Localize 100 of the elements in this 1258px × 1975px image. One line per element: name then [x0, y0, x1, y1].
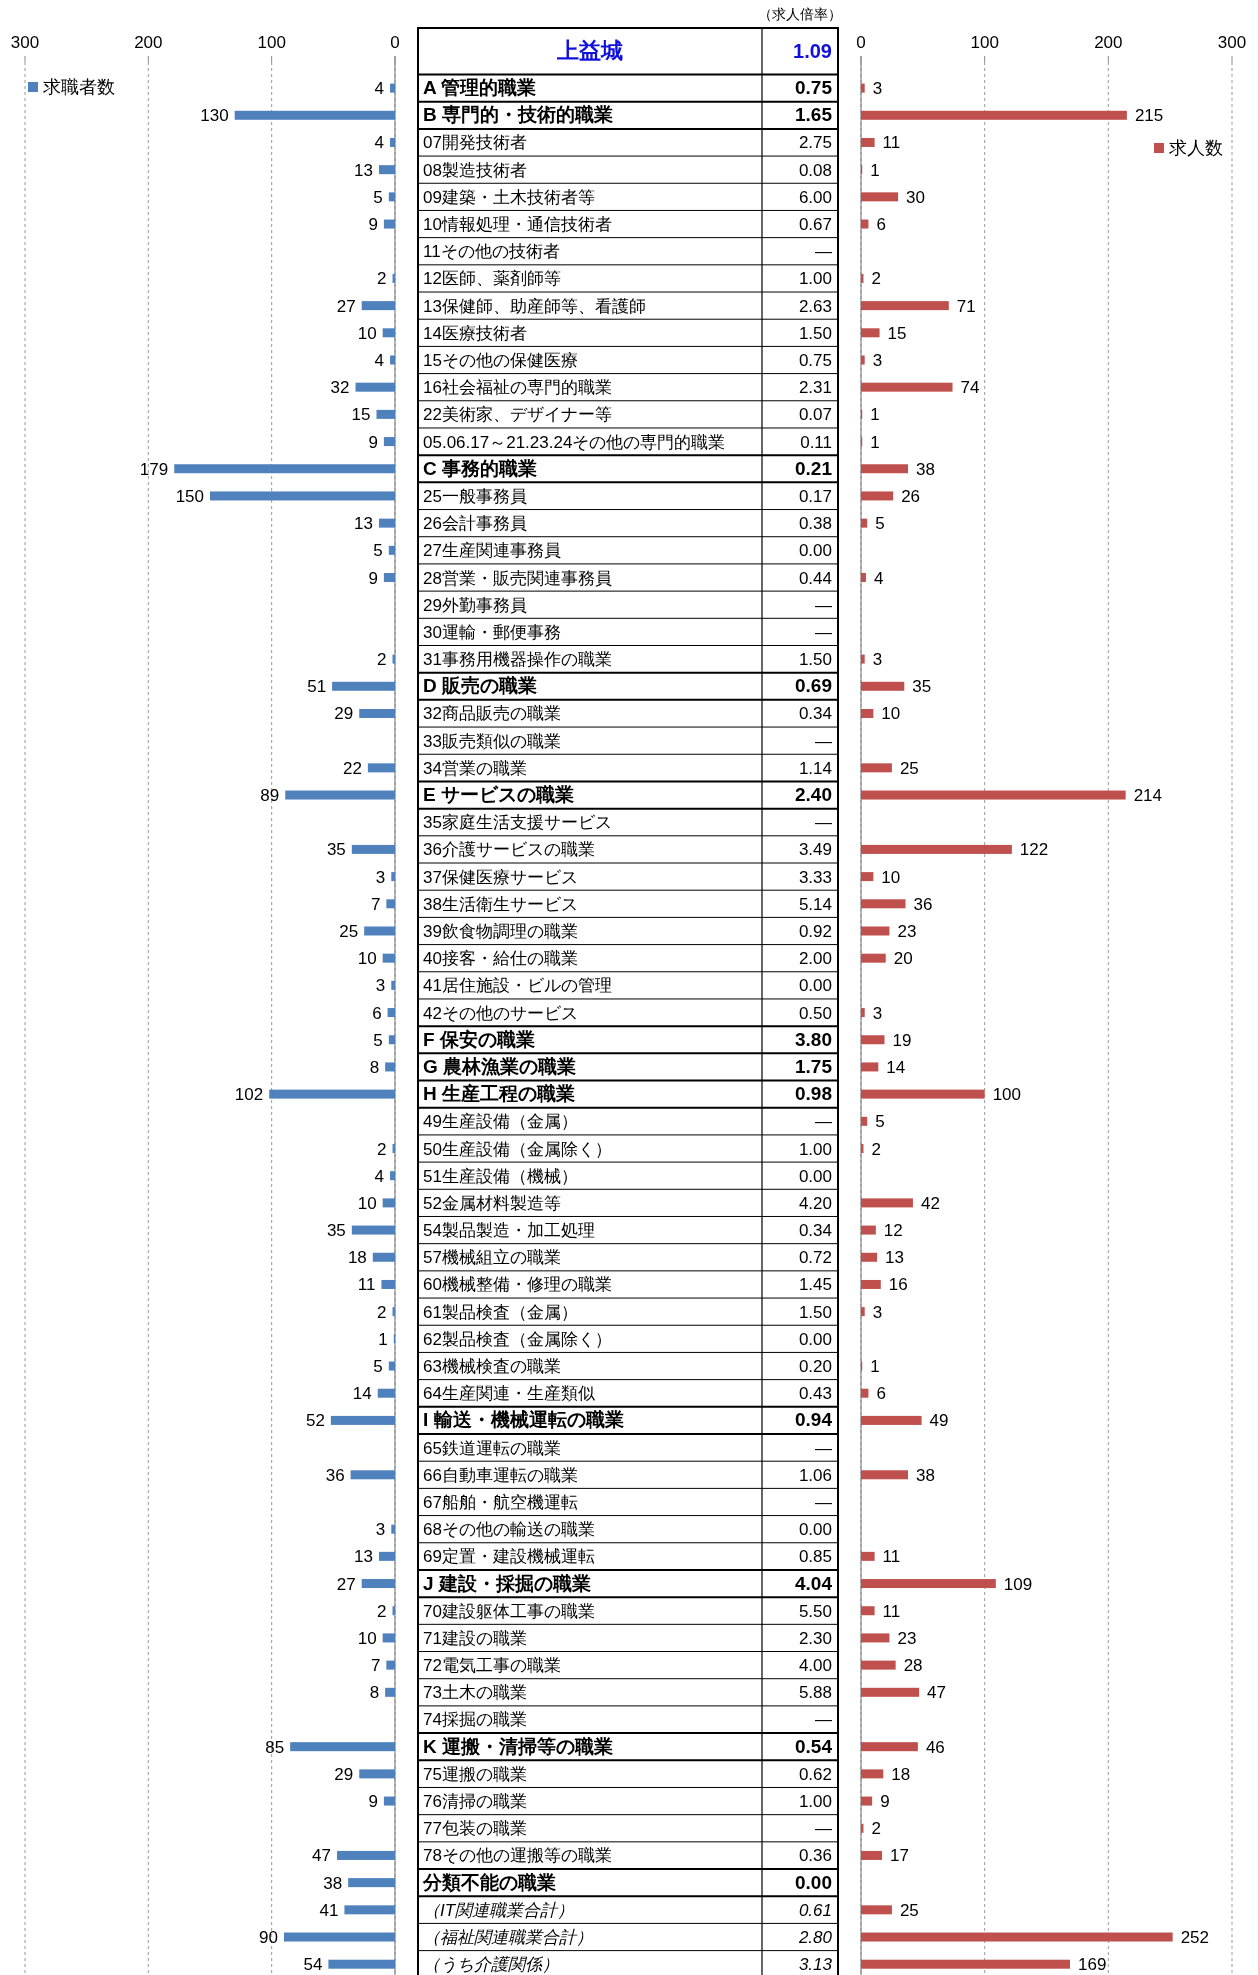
bar [390, 137, 395, 147]
data-label: 169 [1078, 1955, 1107, 1975]
y-tick-label: F 保安の職業 [423, 1028, 535, 1050]
text: 0.17 [798, 486, 832, 506]
data-label: 29 [334, 1764, 354, 1784]
y-tick-label: 35家庭生活支援サービス [423, 813, 612, 833]
data-label: 35 [326, 1221, 346, 1241]
text: 0.85 [798, 1547, 832, 1567]
y-tick-label: I 輸送・機械運転の職業 [423, 1409, 624, 1431]
data-label: 30 [906, 187, 926, 207]
y-tick-label: K 運搬・清掃等の職業 [423, 1735, 613, 1757]
text: 上益城 [556, 38, 623, 63]
bar [367, 763, 395, 773]
bar [388, 192, 395, 202]
bar [861, 1116, 868, 1126]
data-label: 10 [881, 867, 901, 887]
y-tick-label: 38生活衛生サービス [423, 894, 578, 914]
y-tick-label: 15その他の保健医療 [423, 350, 578, 370]
text: 0.67 [798, 215, 832, 235]
bar [861, 872, 874, 882]
text: 1.50 [798, 323, 832, 343]
data-label: 9 [368, 215, 378, 235]
text: 0.98 [795, 1083, 832, 1105]
y-tick-label: 52金属材料製造等 [423, 1193, 561, 1213]
bar [861, 763, 892, 773]
text: 5.50 [798, 1601, 832, 1621]
bar [361, 301, 395, 311]
bar [174, 464, 395, 474]
data-label: 25 [899, 1900, 919, 1920]
text: 0.00 [798, 1520, 832, 1540]
text: 0.36 [798, 1846, 832, 1866]
y-tick-label: 11その他の技術者 [423, 242, 560, 262]
text: 3.49 [798, 840, 832, 860]
bar [388, 1035, 395, 1045]
data-label: 9 [880, 1792, 890, 1812]
data-label: 102 [234, 1085, 264, 1105]
y-tick-label: A 管理的職業 [423, 77, 537, 99]
y-tick-label: 09建築・土木技術者等 [423, 187, 595, 207]
data-label: 85 [265, 1737, 285, 1757]
data-label: 11 [882, 133, 901, 153]
text: 0.00 [798, 1329, 832, 1349]
data-label: 2 [377, 1601, 387, 1621]
data-label: 3 [872, 79, 883, 99]
data-label: 3 [375, 1520, 386, 1540]
bar [383, 219, 395, 229]
y-tick-label: 13保健師、助産師等、看護師 [423, 296, 646, 316]
text: 0.92 [798, 921, 832, 941]
bar [861, 137, 875, 147]
data-label: 17 [890, 1846, 909, 1866]
data-label: 25 [899, 758, 919, 778]
text: 1.45 [798, 1275, 832, 1295]
data-label: 23 [897, 921, 917, 941]
bar [382, 953, 395, 963]
y-tick-label: 39飲食物調理の職業 [423, 921, 578, 941]
data-label: 90 [259, 1928, 278, 1948]
text: 4.04 [795, 1572, 832, 1594]
legend-label: 求職者数 [43, 77, 115, 97]
data-label: 38 [323, 1873, 343, 1893]
data-label: 214 [1133, 786, 1163, 806]
y-tick-label: 62製品検査（金属除く） [423, 1329, 612, 1349]
data-label: 8 [369, 1057, 380, 1077]
bar [861, 844, 1012, 854]
data-label: 12 [883, 1221, 903, 1241]
bar [861, 953, 886, 963]
x-tick-label: 200 [134, 33, 163, 52]
data-label: 52 [305, 1411, 325, 1431]
data-label: 28 [903, 1656, 923, 1676]
data-label: 2 [377, 1139, 387, 1159]
text: 0.75 [798, 350, 832, 370]
y-tick-label: 08製造技術者 [423, 160, 527, 180]
bar [350, 1470, 395, 1480]
data-label: 7 [370, 1656, 381, 1676]
data-label: 23 [897, 1628, 917, 1648]
y-tick-label: 34営業の職業 [423, 758, 527, 778]
bar [388, 545, 395, 555]
data-label: 35 [326, 840, 346, 860]
y-tick-label: 66自動車運転の職業 [423, 1465, 578, 1485]
data-label: 5 [373, 187, 383, 207]
data-label: 36 [913, 894, 933, 914]
text: 0.34 [798, 704, 832, 724]
data-label: 5 [373, 541, 383, 561]
text: 0.50 [798, 1003, 832, 1023]
y-tick-label: 77包装の職業 [423, 1819, 527, 1839]
x-tick-label: 200 [1094, 33, 1123, 52]
bar [330, 1415, 395, 1425]
data-label: 38 [915, 1465, 935, 1485]
bar [386, 1660, 395, 1670]
bar [861, 1660, 896, 1670]
y-tick-label: 67船舶・航空機運転 [423, 1492, 578, 1512]
bar [364, 926, 395, 936]
data-label: 51 [307, 677, 327, 697]
data-label: 49 [929, 1411, 949, 1431]
y-tick-label: 16社会福祉の専門的職業 [423, 378, 612, 398]
text: 2.80 [798, 1928, 832, 1948]
data-label: 10 [881, 704, 901, 724]
y-tick-label: 60機械整備・修理の職業 [423, 1275, 612, 1295]
text: 5.88 [798, 1683, 832, 1703]
bar [378, 518, 395, 528]
bar [391, 980, 395, 990]
bar [861, 355, 865, 365]
